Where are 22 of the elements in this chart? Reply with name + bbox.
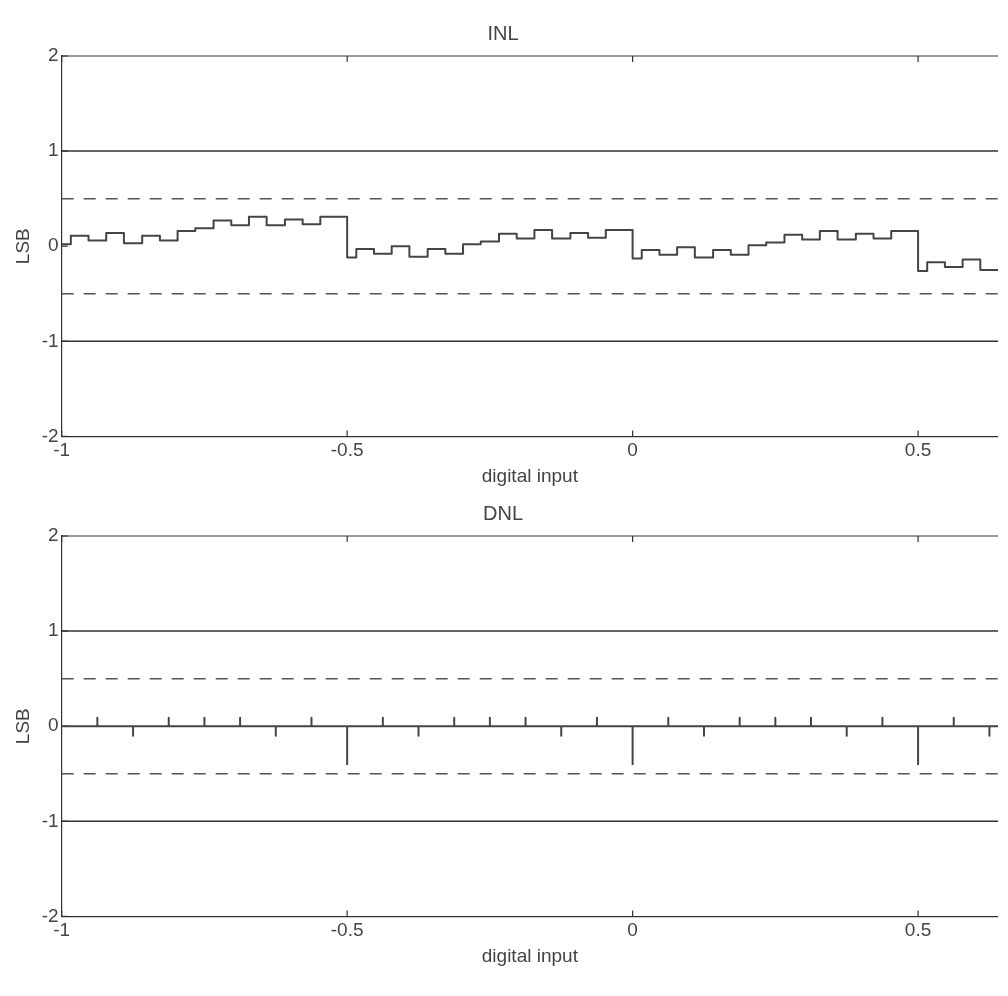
y-axis-title: LSB bbox=[11, 228, 33, 265]
chart-title: DNL bbox=[482, 501, 524, 524]
x-tick-label: 0 bbox=[627, 439, 638, 461]
y-tick-label: -1 bbox=[41, 329, 59, 351]
x-axis-title: digital input bbox=[481, 464, 579, 486]
chart-title: INL bbox=[487, 21, 519, 44]
y-tick-label: 0 bbox=[48, 714, 59, 736]
y-tick-label: -1 bbox=[41, 809, 59, 831]
y-tick-label: -2 bbox=[41, 904, 59, 926]
y-tick-label: 2 bbox=[48, 524, 59, 546]
y-tick-label: 1 bbox=[48, 619, 59, 641]
x-tick-label: 0.5 bbox=[904, 439, 932, 461]
x-tick-label: 0 bbox=[627, 919, 638, 941]
y-tick-label: 1 bbox=[48, 139, 59, 161]
x-tick-label: -0.5 bbox=[330, 439, 364, 461]
y-tick-label: 0 bbox=[48, 234, 59, 256]
x-tick-label: 0.5 bbox=[904, 919, 932, 941]
y-axis-title: LSB bbox=[11, 708, 33, 745]
y-tick-label: -2 bbox=[41, 424, 59, 446]
x-axis-title: digital input bbox=[481, 944, 579, 966]
y-tick-label: 2 bbox=[48, 44, 59, 66]
x-tick-label: -0.5 bbox=[330, 919, 364, 941]
